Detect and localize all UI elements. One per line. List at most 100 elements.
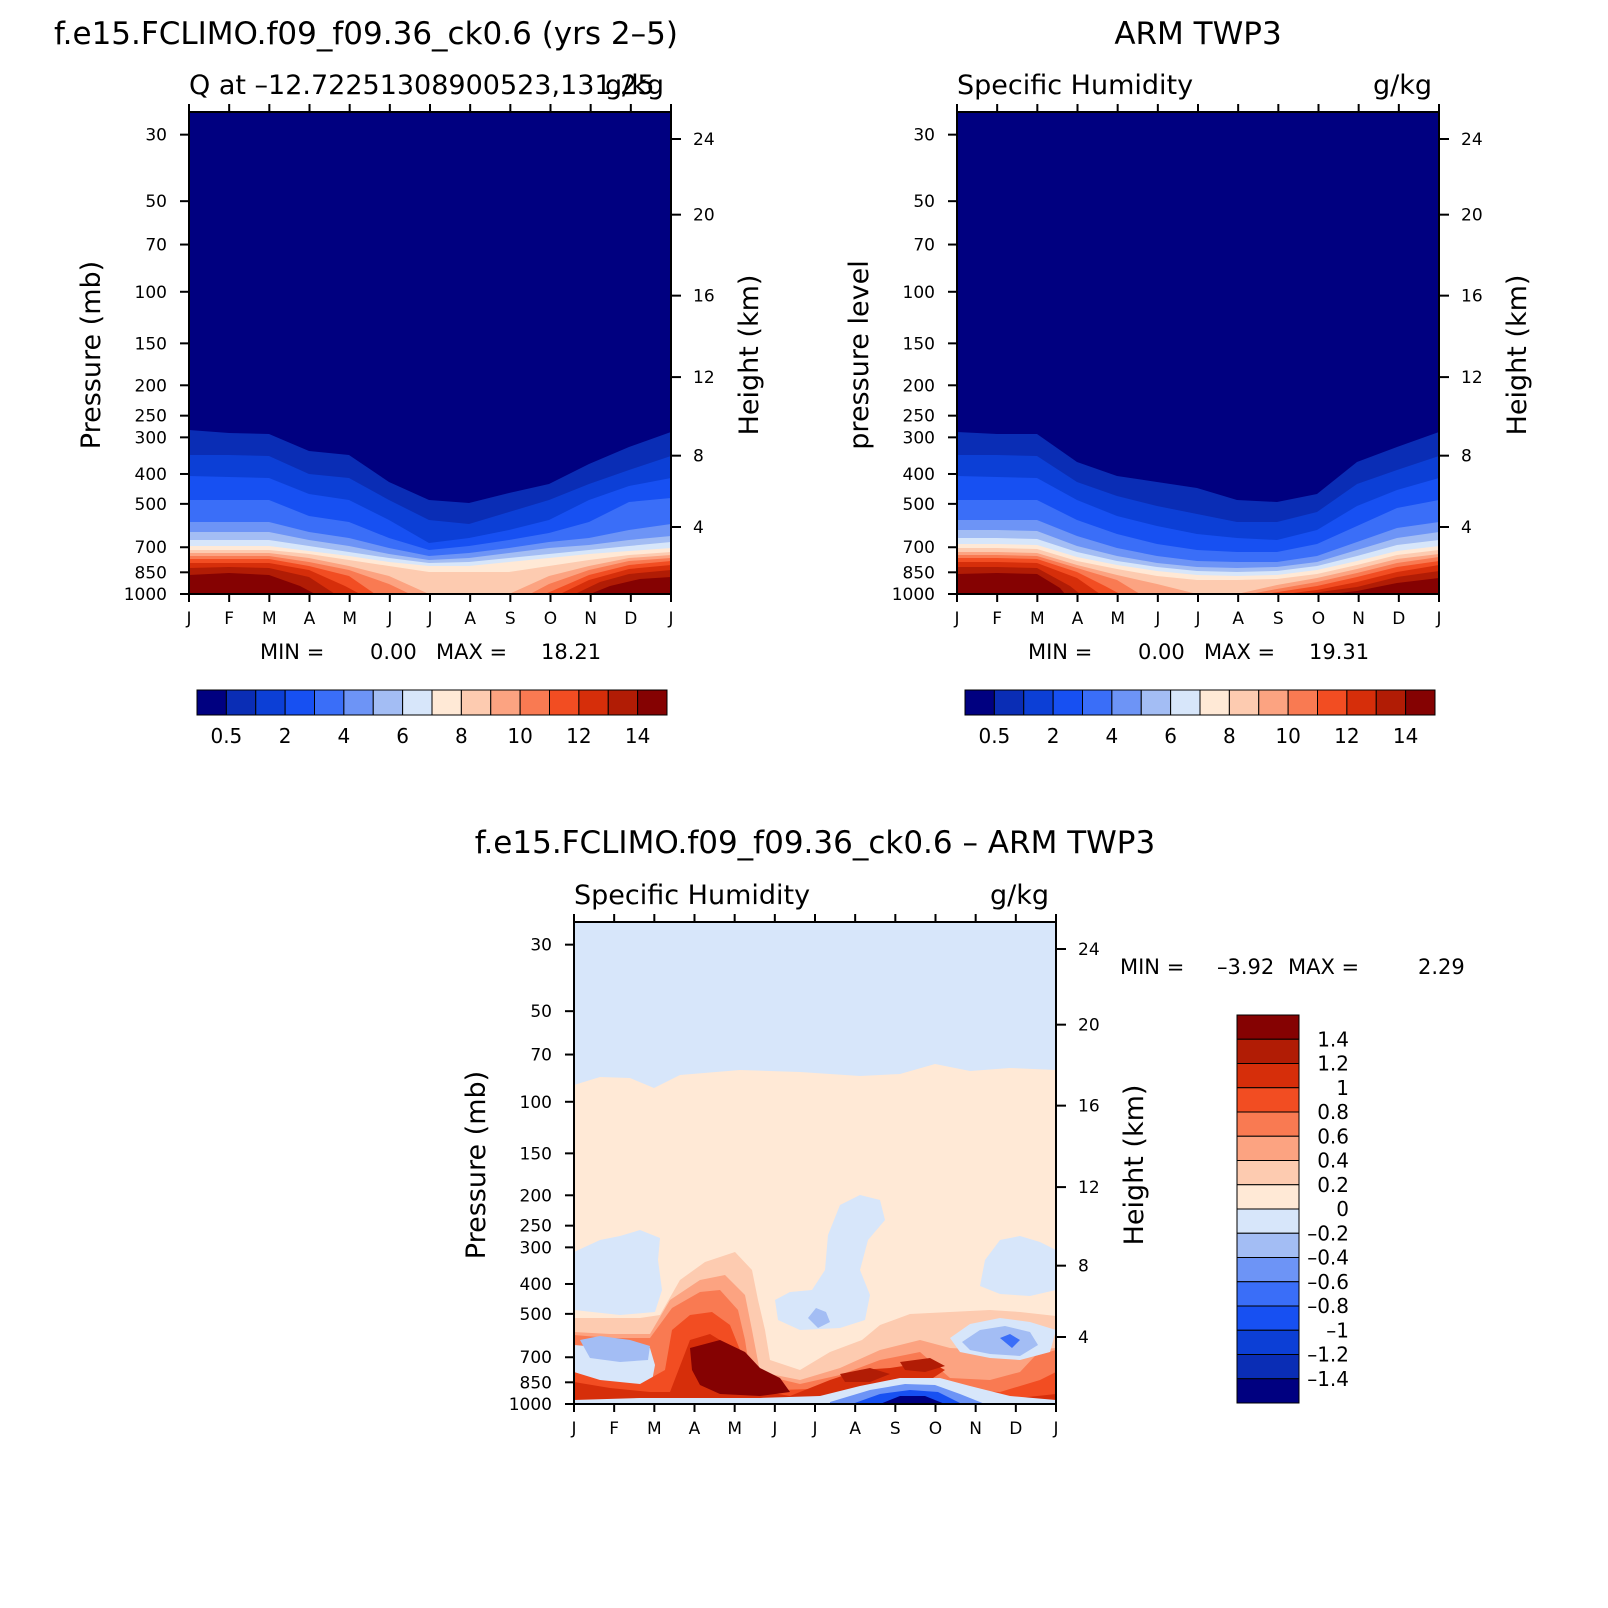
panel-observation: ARM TWP3 Specific Humidity g/kg J F M A M J J A… (844, 16, 1533, 748)
y2-tick-label: 4 (1078, 1328, 1089, 1348)
colorbar-swatch (1236, 1257, 1300, 1283)
colorbar-label: 10 (507, 724, 532, 748)
x-tick-label: J (386, 609, 392, 629)
panel-title: f.e15.FCLIMO.f09_f09.36_ck0.6 – ARM TWP3 (475, 825, 1155, 861)
colorbar-label: 0.8 (1317, 1100, 1349, 1124)
min-max-stats: MIN = 0.00 MAX = 19.31 (1028, 640, 1369, 664)
stat-min-value: 0.00 (1138, 640, 1185, 664)
y-axis-label: Pressure (mb) (76, 261, 107, 449)
x-tick-label: A (464, 609, 476, 629)
y2-tick-label: 20 (1078, 1016, 1100, 1036)
x-tick-label: A (1072, 609, 1084, 629)
colorbar-swatch (1170, 689, 1201, 716)
x-tick-label: J (185, 609, 191, 629)
contour-band (900, 1358, 945, 1372)
y2-tick-label: 20 (1461, 206, 1483, 226)
x-tick-label: M (1030, 609, 1045, 629)
x-tick-label: J (570, 1419, 576, 1439)
colorbar-swatch (1023, 689, 1054, 716)
colorbar-swatch (578, 689, 609, 716)
y2-axis-label: Height (km) (734, 275, 765, 436)
x-tick-label: S (890, 1419, 901, 1439)
colorbar-swatch (1405, 689, 1436, 716)
y-tick-label: 70 (145, 236, 167, 256)
y-tick-label: 70 (530, 1046, 552, 1066)
x-tick-label: S (505, 609, 516, 629)
colorbar-swatch (1236, 1160, 1300, 1186)
stat-min-value: –3.92 (1217, 955, 1274, 979)
contour-field (189, 112, 671, 594)
y-tick-label: 150 (135, 334, 167, 354)
colorbar-label: 10 (1275, 724, 1300, 748)
colorbar-swatch (1236, 1354, 1300, 1380)
colorbar-label: 12 (1334, 724, 1359, 748)
y-tick-label: 850 (520, 1373, 552, 1393)
y-tick-label: 400 (135, 465, 167, 485)
colorbar-swatch (490, 689, 521, 716)
y-tick-label: 50 (530, 1002, 552, 1022)
y-tick-label: 500 (903, 495, 935, 515)
y2-tick-label: 12 (1461, 368, 1483, 388)
x-tick-label: J (426, 609, 432, 629)
colorbar-swatch (196, 689, 227, 716)
colorbar-label: 4 (1106, 724, 1119, 748)
colorbar-label: 1.4 (1317, 1027, 1349, 1051)
y-tick-label: 700 (135, 538, 167, 558)
y-tick-label: 50 (913, 192, 935, 212)
x-tick-label: F (224, 609, 234, 629)
panel-subtitle: Specific Humidity (957, 70, 1193, 101)
y-tick-label: 500 (135, 495, 167, 515)
contour-field (574, 922, 1056, 1404)
x-tick-label: O (544, 609, 557, 629)
colorbar-swatch (1236, 1014, 1300, 1040)
colorbar-swatch (1346, 689, 1377, 716)
colorbar-swatch (314, 689, 345, 716)
y-tick-label: 30 (913, 126, 935, 146)
colorbar-label: 8 (1223, 724, 1236, 748)
colorbar-swatch (993, 689, 1025, 716)
colorbar-swatch (225, 689, 257, 716)
x-tick-label: S (1273, 609, 1284, 629)
y-tick-label: 250 (135, 407, 167, 427)
panel-difference: f.e15.FCLIMO.f09_f09.36_ck0.6 – ARM TWP3… (461, 825, 1465, 1439)
contour-band (880, 1396, 945, 1404)
colorbar-label: –0.6 (1307, 1270, 1349, 1294)
y-tick-label: 300 (135, 428, 167, 448)
y-tick-label: 400 (903, 465, 935, 485)
x-tick-label: A (304, 609, 316, 629)
x-tick-label: M (262, 609, 277, 629)
colorbar-swatch (1052, 689, 1083, 716)
x-tick-label: J (771, 1419, 777, 1439)
colorbar-swatch (1317, 689, 1348, 716)
colorbar-swatch (431, 689, 462, 716)
x-tick-label: M (727, 1419, 742, 1439)
x-tick-label: J (667, 609, 673, 629)
x-tick-label: D (1392, 609, 1405, 629)
stat-max-label: MAX = (436, 640, 507, 664)
colorbar-swatch (1111, 689, 1142, 716)
min-max-stats: MIN = –3.92 MAX = 2.29 (1120, 955, 1465, 979)
y-tick-label: 700 (903, 538, 935, 558)
colorbar-label: 12 (566, 724, 591, 748)
colorbar-label: 0.4 (1317, 1149, 1349, 1173)
colorbar-label: –1.4 (1307, 1367, 1349, 1391)
colorbar-label: 4 (338, 724, 351, 748)
y2-tick-label: 16 (693, 287, 715, 307)
colorbar-label: –1.2 (1307, 1343, 1349, 1367)
x-tick-label: N (969, 1419, 982, 1439)
colorbar-label: 1.2 (1317, 1052, 1349, 1076)
stat-max-label: MAX = (1204, 640, 1275, 664)
colorbar-label: –0.4 (1307, 1246, 1349, 1270)
y2-tick-label: 16 (1461, 287, 1483, 307)
y2-tick-label: 4 (693, 518, 704, 538)
colorbar-swatch (1236, 1184, 1300, 1210)
contour-band (840, 1368, 890, 1382)
x-tick-label: A (1232, 609, 1244, 629)
colorbar-label: –0.8 (1307, 1294, 1349, 1318)
colorbar-swatch (607, 689, 639, 716)
y-tick-label: 200 (903, 376, 935, 396)
colorbar-swatch (1236, 1111, 1300, 1137)
min-max-stats: MIN = 0.00 MAX = 18.21 (260, 640, 601, 664)
x-tick-label: M (342, 609, 357, 629)
